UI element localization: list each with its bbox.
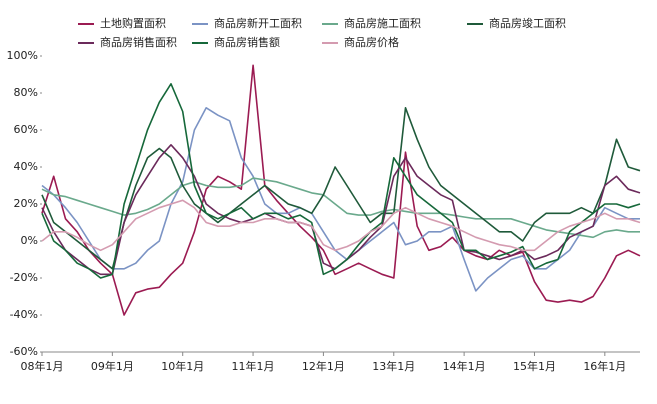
y-tick-label: 60% <box>14 123 38 136</box>
y-tick-label: 20% <box>14 197 38 210</box>
x-tick-label: 14年1月 <box>443 359 486 373</box>
x-tick-label: 08年1月 <box>21 359 64 373</box>
series-line <box>41 199 641 252</box>
legend-label: 商品房新开工面积 <box>214 16 302 30</box>
series-line <box>41 64 641 316</box>
series-line <box>41 177 640 239</box>
y-tick-label: 80% <box>14 86 38 99</box>
x-tick-label: 15年1月 <box>513 359 556 373</box>
y-tick-label: -60% <box>10 345 38 358</box>
series-line <box>41 83 641 279</box>
x-tick-label: 16年1月 <box>583 359 626 373</box>
x-tick-label: 13年1月 <box>372 359 415 373</box>
legend-label: 商品房价格 <box>344 35 399 49</box>
y-tick-label: 0% <box>21 234 38 247</box>
legend-label: 商品房竣工面积 <box>489 16 566 30</box>
legend-label: 商品房销售额 <box>214 35 280 49</box>
y-tick-label: -20% <box>10 271 38 284</box>
x-tick-label: 09年1月 <box>91 359 134 373</box>
y-tick-label: -40% <box>10 308 38 321</box>
legend-label: 土地购置面积 <box>100 16 166 30</box>
legend-label: 商品房施工面积 <box>344 16 421 30</box>
series-line <box>41 107 640 292</box>
legend-label: 商品房销售面积 <box>100 35 177 49</box>
series-line <box>41 107 641 270</box>
y-tick-label: 40% <box>14 160 38 173</box>
x-tick-label: 10年1月 <box>161 359 204 373</box>
x-tick-label: 12年1月 <box>302 359 345 373</box>
x-tick-label: 11年1月 <box>232 359 275 373</box>
y-tick-label: 100% <box>7 49 38 62</box>
